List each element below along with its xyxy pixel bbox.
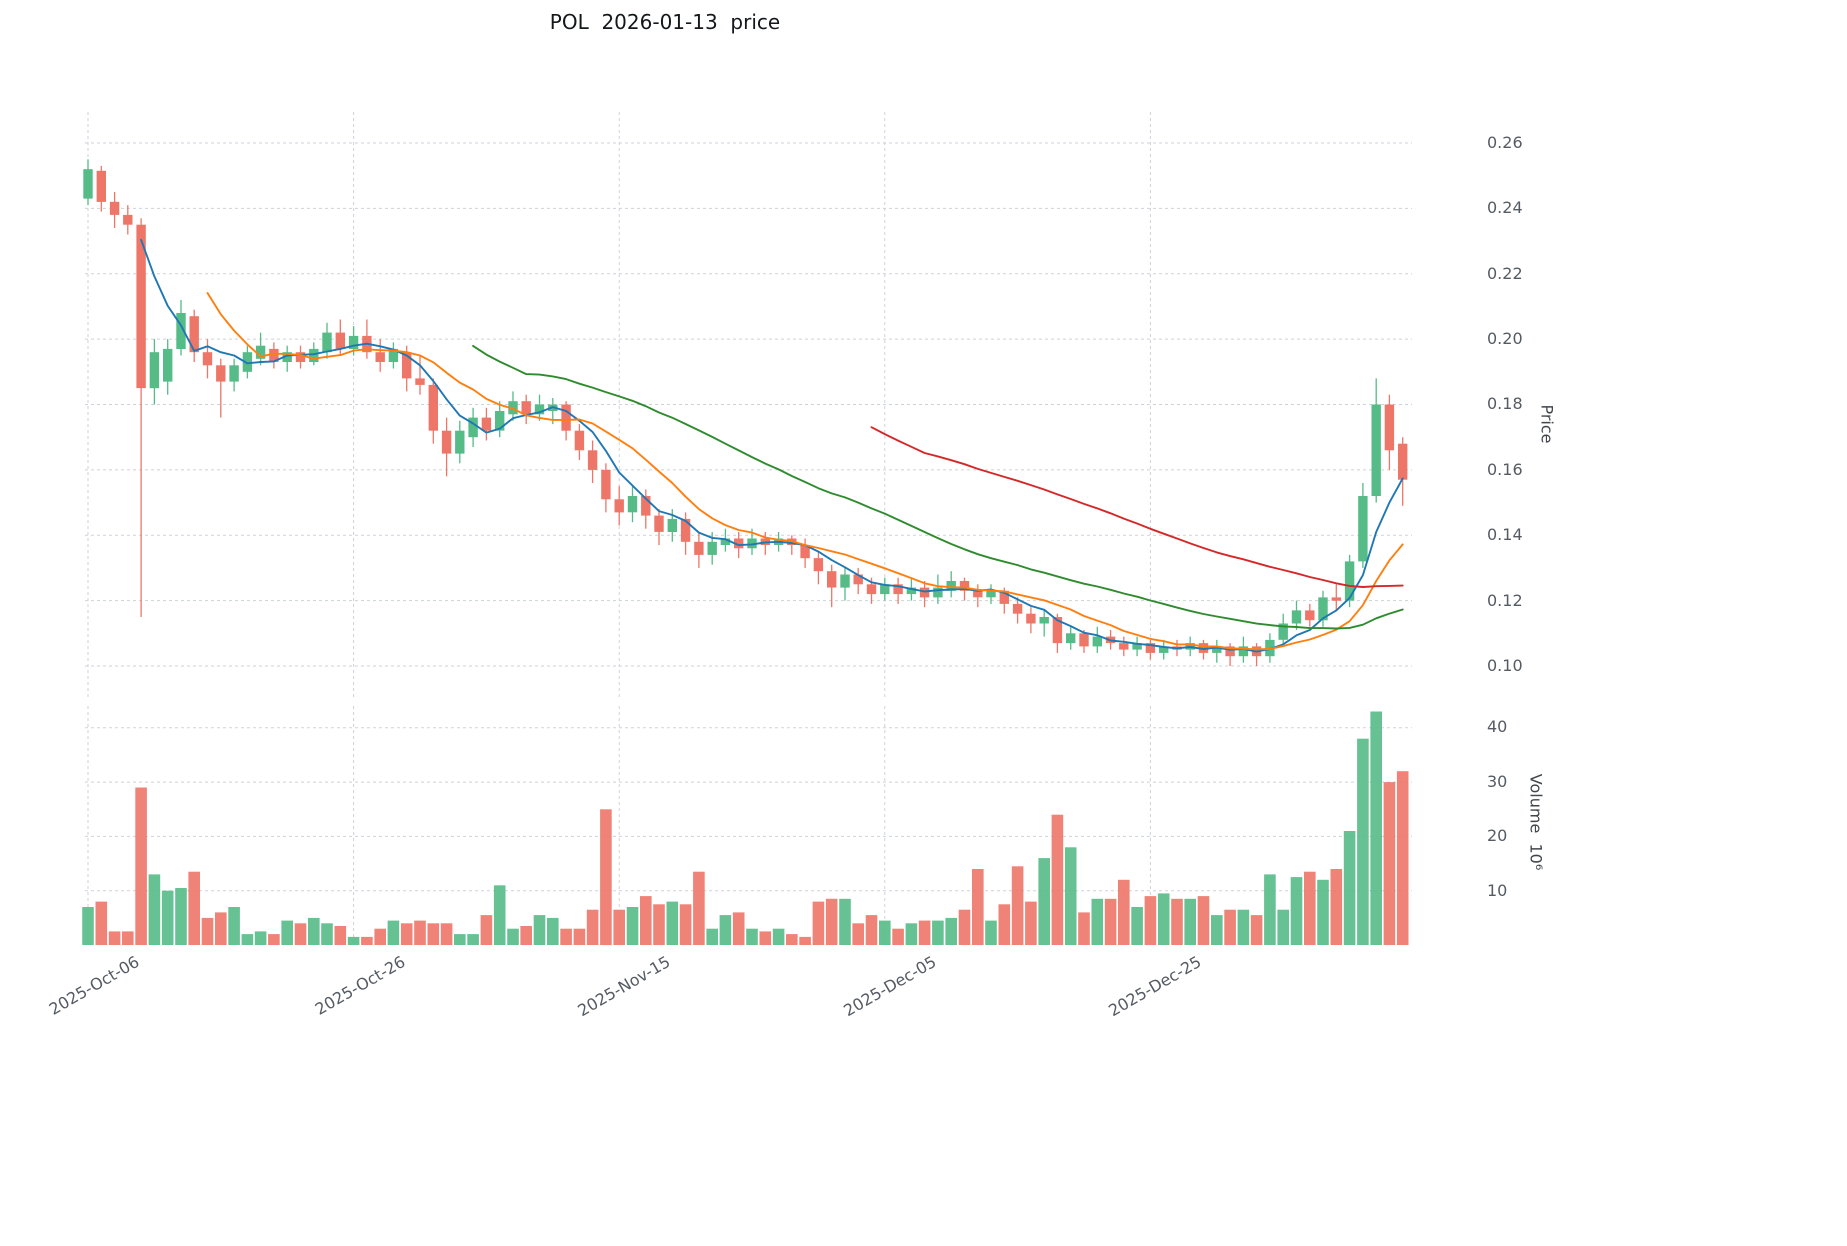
volume-axis-label: Volume 10⁶	[1526, 773, 1546, 871]
price-tick-label: 0.24	[1487, 198, 1523, 217]
price-tick-label: 0.26	[1487, 133, 1523, 152]
volume-tick-label: 40	[1487, 717, 1508, 736]
price-tick-label: 0.10	[1487, 656, 1523, 675]
price-axis-label: Price	[1537, 404, 1557, 444]
volume-tick-label: 20	[1487, 826, 1508, 845]
volume-tick-label: 30	[1487, 772, 1508, 791]
volume-tick-label: 10	[1487, 881, 1508, 900]
price-tick-label: 0.18	[1487, 394, 1523, 413]
price-tick-label: 0.22	[1487, 264, 1523, 283]
price-tick-label: 0.12	[1487, 591, 1523, 610]
price-tick-label: 0.16	[1487, 460, 1523, 479]
price-tick-label: 0.14	[1487, 525, 1523, 544]
price-tick-label: 0.20	[1487, 329, 1523, 348]
chart-title: POL 2026-01-13 price	[549, 10, 781, 34]
